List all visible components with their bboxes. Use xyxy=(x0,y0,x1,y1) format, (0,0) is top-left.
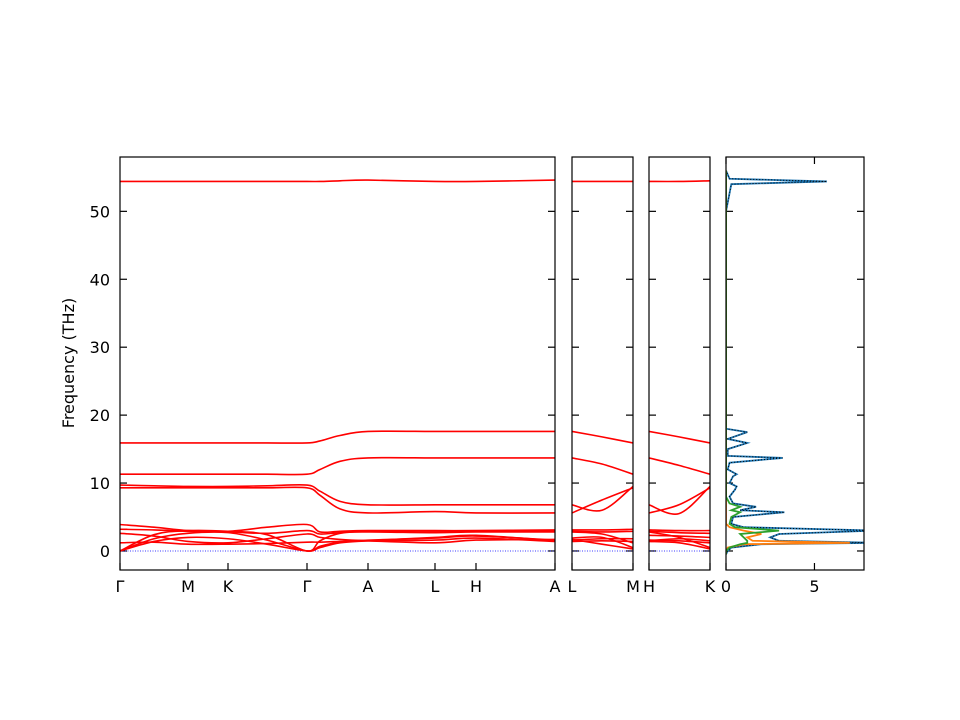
band-line xyxy=(120,528,555,535)
y-axis-label: Frequency (THz) xyxy=(59,298,78,428)
band-line xyxy=(649,540,710,550)
band-line xyxy=(649,534,710,539)
band-line xyxy=(649,457,710,475)
y-tick-label: 50 xyxy=(90,202,110,221)
x-tick-label: Γ xyxy=(303,577,312,596)
band-line xyxy=(649,485,710,515)
x-tick-label: Γ xyxy=(116,577,125,596)
x-tick-label: L xyxy=(568,577,577,596)
x-tick-label: H xyxy=(643,577,655,596)
x-tick-label: 5 xyxy=(809,577,819,596)
band-line xyxy=(120,430,555,444)
band-line xyxy=(572,528,633,531)
band-line xyxy=(572,487,633,514)
band-line xyxy=(649,531,710,549)
dos-line xyxy=(726,170,864,555)
band-line xyxy=(572,485,633,512)
y-tick-label: 30 xyxy=(90,338,110,357)
plot-frame xyxy=(119,156,556,571)
band-line xyxy=(120,456,555,476)
band-line xyxy=(572,430,633,444)
band-line xyxy=(649,487,710,514)
band-line xyxy=(572,457,633,475)
band-line xyxy=(572,536,633,549)
band-line xyxy=(572,538,633,550)
y-tick-label: 20 xyxy=(90,406,110,425)
band-line xyxy=(120,179,555,183)
x-tick-label: K xyxy=(705,577,716,596)
band-line xyxy=(649,530,710,535)
band-line xyxy=(649,179,710,183)
x-tick-label: L xyxy=(431,577,440,596)
band-line xyxy=(120,486,555,514)
band-line xyxy=(120,483,555,506)
y-tick-label: 40 xyxy=(90,270,110,289)
band-line xyxy=(120,537,555,546)
band-line xyxy=(120,531,555,552)
band-line xyxy=(649,529,710,532)
band-line xyxy=(120,532,555,544)
dos-line-dotted xyxy=(726,170,864,555)
y-tick-label: 10 xyxy=(90,474,110,493)
x-tick-label: M xyxy=(181,577,195,596)
plot-frame xyxy=(648,156,711,571)
x-tick-label: K xyxy=(223,577,234,596)
band-line xyxy=(649,430,710,444)
plot-frame xyxy=(725,156,865,571)
plot-frame xyxy=(571,156,634,571)
x-tick-label: H xyxy=(470,577,482,596)
dos-line xyxy=(726,170,780,555)
x-tick-label: 0 xyxy=(721,577,731,596)
x-tick-label: A xyxy=(363,577,374,596)
y-tick-label: 0 xyxy=(100,542,110,561)
dos-line xyxy=(726,170,850,555)
x-tick-label: A xyxy=(550,577,561,596)
x-tick-label: M xyxy=(626,577,640,596)
band-line xyxy=(649,539,710,544)
